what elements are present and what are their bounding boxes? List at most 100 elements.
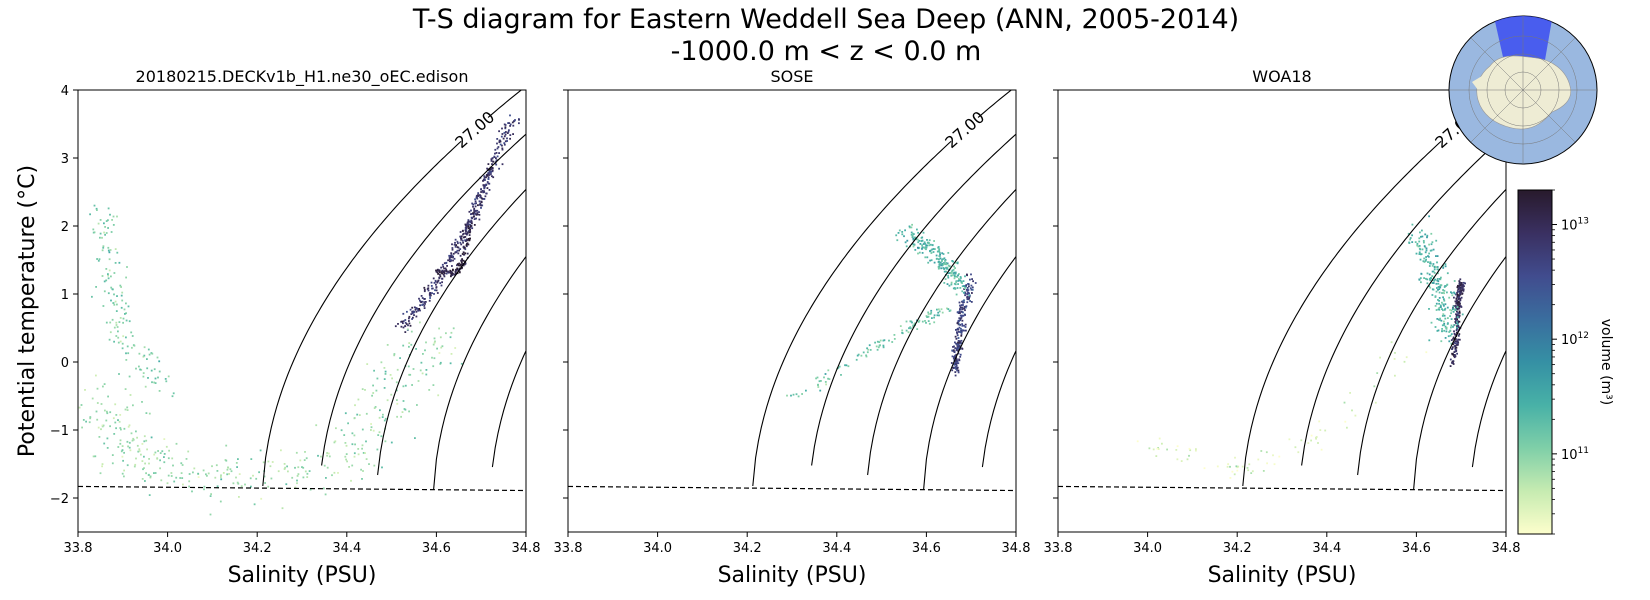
data-point bbox=[954, 335, 957, 338]
data-point bbox=[963, 291, 965, 294]
data-point bbox=[1237, 465, 1240, 468]
data-point bbox=[1431, 275, 1434, 277]
data-point bbox=[232, 482, 235, 485]
data-point bbox=[927, 261, 930, 264]
data-point bbox=[478, 211, 480, 213]
data-point bbox=[1455, 302, 1458, 305]
data-point bbox=[1442, 313, 1445, 316]
data-point bbox=[400, 415, 402, 418]
data-point bbox=[244, 483, 246, 486]
data-point bbox=[1423, 245, 1426, 247]
data-point bbox=[1452, 363, 1455, 365]
data-point bbox=[1438, 297, 1441, 299]
data-point bbox=[1195, 449, 1197, 452]
data-point bbox=[356, 413, 359, 416]
data-point bbox=[1457, 290, 1460, 293]
data-point bbox=[921, 246, 924, 249]
data-point bbox=[456, 268, 459, 271]
data-point bbox=[958, 326, 961, 329]
data-point bbox=[117, 419, 119, 421]
data-point bbox=[161, 450, 164, 453]
data-point bbox=[416, 308, 419, 310]
data-point bbox=[412, 316, 414, 319]
contour-label-bg bbox=[455, 110, 494, 148]
data-point bbox=[445, 262, 447, 265]
x-axis-label: Salinity (PSU) bbox=[1208, 563, 1357, 588]
data-point bbox=[1454, 320, 1457, 323]
data-point bbox=[867, 348, 870, 351]
data-point bbox=[956, 287, 959, 289]
data-point bbox=[113, 433, 116, 435]
data-point bbox=[116, 215, 118, 218]
data-point bbox=[419, 309, 421, 312]
data-point bbox=[962, 311, 964, 314]
data-point bbox=[346, 460, 348, 463]
data-point bbox=[187, 450, 190, 453]
data-point bbox=[115, 321, 118, 324]
data-point bbox=[957, 331, 960, 333]
data-point bbox=[1424, 251, 1427, 254]
data-point bbox=[389, 374, 392, 376]
data-point bbox=[944, 278, 947, 280]
data-point bbox=[827, 369, 830, 372]
data-point bbox=[465, 230, 467, 233]
data-point bbox=[148, 494, 151, 496]
data-point bbox=[235, 462, 238, 464]
data-point bbox=[107, 292, 110, 295]
data-point bbox=[467, 230, 470, 232]
data-point bbox=[490, 160, 493, 162]
data-point bbox=[942, 253, 945, 255]
data-point bbox=[954, 347, 957, 349]
y-tick-label: 2 bbox=[61, 220, 69, 235]
data-point bbox=[943, 262, 945, 264]
data-point bbox=[415, 315, 418, 318]
data-point bbox=[943, 268, 946, 270]
data-point bbox=[963, 285, 965, 287]
data-point bbox=[165, 445, 168, 448]
data-point bbox=[868, 344, 871, 347]
data-point bbox=[1441, 301, 1443, 304]
data-point bbox=[284, 466, 286, 469]
data-point bbox=[936, 257, 938, 260]
data-point bbox=[1438, 278, 1441, 280]
data-point bbox=[878, 341, 881, 343]
data-point bbox=[469, 226, 472, 229]
plot-area: 27.00 bbox=[1058, 90, 1506, 492]
data-point bbox=[1431, 241, 1434, 244]
data-point bbox=[112, 215, 115, 218]
data-point bbox=[959, 317, 962, 320]
data-point bbox=[402, 385, 405, 388]
data-point bbox=[404, 384, 407, 387]
data-point bbox=[408, 373, 410, 376]
data-point bbox=[153, 472, 155, 474]
data-point bbox=[931, 317, 933, 319]
data-point bbox=[357, 448, 360, 450]
data-point bbox=[102, 246, 105, 249]
data-point bbox=[1231, 470, 1234, 473]
data-point bbox=[856, 354, 859, 357]
data-point bbox=[907, 331, 910, 334]
data-point bbox=[1394, 374, 1396, 377]
data-point bbox=[260, 497, 263, 500]
data-point bbox=[1443, 289, 1446, 292]
data-point bbox=[456, 267, 459, 270]
data-point bbox=[114, 248, 117, 250]
data-point bbox=[957, 337, 960, 339]
data-point bbox=[927, 313, 930, 315]
data-point bbox=[475, 202, 477, 205]
data-point bbox=[908, 327, 910, 330]
data-point bbox=[445, 272, 448, 275]
density-contour bbox=[752, 90, 1013, 487]
data-point bbox=[402, 320, 405, 323]
data-point bbox=[390, 393, 393, 396]
data-point bbox=[1443, 304, 1445, 307]
data-point bbox=[1436, 330, 1439, 332]
data-point bbox=[958, 359, 961, 362]
data-point bbox=[938, 314, 940, 317]
data-point bbox=[1419, 277, 1422, 279]
data-point bbox=[360, 468, 362, 471]
data-point bbox=[502, 137, 505, 140]
data-point bbox=[420, 301, 423, 304]
data-point bbox=[967, 291, 969, 294]
data-point bbox=[1438, 288, 1441, 290]
